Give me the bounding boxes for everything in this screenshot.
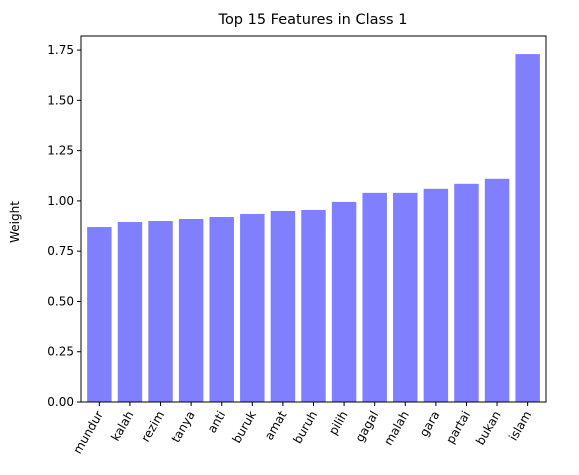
x-tick-label: tanya bbox=[169, 409, 198, 446]
y-tick-label: 0.50 bbox=[47, 294, 74, 308]
x-tick-label: gara bbox=[417, 409, 443, 440]
bar-anti bbox=[209, 217, 233, 402]
x-tick-label: malah bbox=[381, 409, 412, 448]
bar-rezim bbox=[148, 221, 172, 402]
chart-title: Top 15 Features in Class 1 bbox=[218, 12, 408, 28]
bar-pilih bbox=[332, 202, 356, 402]
x-tick-label: gagal bbox=[353, 409, 382, 445]
x-tick-label: buruk bbox=[229, 408, 259, 445]
x-tick-label: mundur bbox=[70, 408, 106, 456]
y-tick-label: 0.25 bbox=[47, 345, 74, 359]
x-tick-label: islam bbox=[506, 409, 534, 444]
x-tick-label: amat bbox=[262, 408, 290, 442]
bar-gagal bbox=[362, 193, 386, 402]
y-tick-label: 1.50 bbox=[47, 93, 74, 107]
y-tick-label: 1.25 bbox=[47, 144, 74, 158]
bar-malah bbox=[393, 193, 417, 402]
x-axis-ticks: mundur kalah rezim tanya anti buruk amat buruh p… bbox=[70, 402, 534, 456]
x-tick-label: pilih bbox=[326, 409, 351, 438]
y-axis-ticks: 0.00 0.25 0.50 0.75 1.00 1.25 1.50 1.75 bbox=[47, 43, 81, 409]
bar-gara bbox=[424, 189, 448, 402]
bar-kalah bbox=[118, 222, 142, 402]
x-tick-label: kalah bbox=[108, 409, 136, 444]
y-tick-label: 0.00 bbox=[47, 395, 74, 409]
y-axis-label: Weight bbox=[8, 201, 22, 243]
y-tick-label: 1.75 bbox=[47, 43, 74, 57]
bar-tanya bbox=[179, 219, 203, 402]
bar-buruh bbox=[301, 210, 325, 402]
x-tick-label: bukan bbox=[473, 409, 504, 448]
bars-group bbox=[87, 54, 540, 402]
bar-amat bbox=[271, 211, 295, 402]
bar-islam bbox=[515, 54, 539, 402]
bar-buruk bbox=[240, 214, 264, 402]
bar-mundur bbox=[87, 227, 111, 402]
x-tick-label: anti bbox=[205, 409, 229, 436]
bar-bukan bbox=[485, 179, 509, 402]
x-tick-label: rezim bbox=[138, 409, 167, 445]
bar-partai bbox=[454, 184, 478, 402]
x-tick-label: buruh bbox=[290, 409, 320, 447]
x-tick-label: partai bbox=[443, 409, 473, 447]
y-tick-label: 1.00 bbox=[47, 194, 74, 208]
y-tick-label: 0.75 bbox=[47, 244, 74, 258]
